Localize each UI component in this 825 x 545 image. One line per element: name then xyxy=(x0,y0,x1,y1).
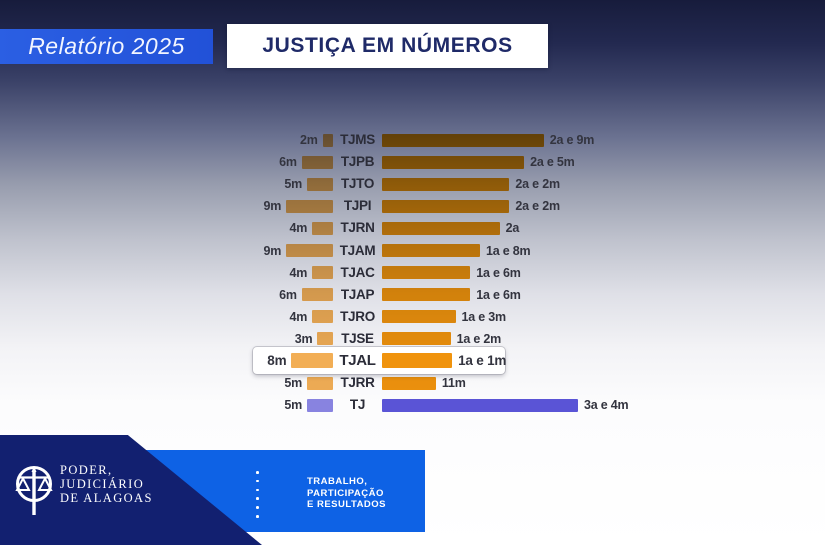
chart-row-tjap: 6m TJAP 1a e 6m xyxy=(0,284,825,306)
right-duration-label: 1a e 8m xyxy=(486,243,531,258)
court-code-label: TJAC xyxy=(340,264,375,280)
court-code-label: TJRN xyxy=(340,220,375,236)
report-label: Relatório 2025 xyxy=(28,33,185,59)
right-bar xyxy=(382,221,500,235)
chart-row-tj: 5m TJ 3a e 4m xyxy=(0,394,825,416)
chart-row-tjro: 4m TJRO 1a e 3m xyxy=(0,306,825,328)
left-duration-label: 9m xyxy=(263,199,282,214)
right-duration-label: 1a e 1m xyxy=(458,353,507,369)
right-duration-label: 1a e 3m xyxy=(461,309,507,324)
right-bar xyxy=(382,133,544,147)
right-bar xyxy=(382,353,453,369)
page-title-box: JUSTIÇA EM NÚMEROS xyxy=(227,24,548,68)
left-duration-label: 4m xyxy=(289,221,308,236)
right-duration-label: 2a e 5m xyxy=(530,155,575,170)
chart-row-tjrn: 4m TJRN 2a xyxy=(0,217,825,239)
left-bar xyxy=(312,266,333,280)
court-code-label: TJMS xyxy=(340,132,375,148)
justice-scales-logo xyxy=(15,466,53,515)
right-duration-label: 1a e 2m xyxy=(456,331,502,346)
chart-row-tjpb: 6m TJPB 2a e 5m xyxy=(0,151,825,173)
court-code-label: TJSE xyxy=(341,330,374,346)
right-bar xyxy=(382,244,480,258)
court-code-label: TJTO xyxy=(340,176,375,192)
court-code-label: TJRR xyxy=(340,375,375,391)
right-duration-label: 1a e 6m xyxy=(476,265,521,280)
right-bar xyxy=(382,199,510,213)
org-name-line: DE ALAGOAS xyxy=(60,490,153,505)
right-duration-label: 3a e 4m xyxy=(584,398,629,413)
right-bar xyxy=(382,288,471,302)
left-duration-label: 4m xyxy=(289,309,308,324)
left-duration-label: 8m xyxy=(267,353,287,369)
chart-row-tjms: 2m TJMS 2a e 9m xyxy=(0,129,825,151)
report-ribbon: Relatório 2025 xyxy=(0,29,213,64)
org-name-line: JUDICIÁRIO xyxy=(60,476,145,491)
chart-row-tjam: 9m TJAM 1a e 8m xyxy=(0,239,825,261)
left-bar xyxy=(317,332,333,346)
left-bar xyxy=(307,376,333,390)
right-bar xyxy=(382,266,471,280)
right-bar xyxy=(382,398,578,412)
court-code-label: TJPB xyxy=(340,154,375,170)
court-code-label: TJAP xyxy=(340,286,375,302)
left-bar xyxy=(312,221,333,235)
left-bar xyxy=(307,177,333,191)
slogan-line: PARTICIPAÇÃO xyxy=(307,487,384,499)
right-duration-label: 2a e 9m xyxy=(549,133,595,148)
left-bar xyxy=(307,398,333,412)
footer-slogan: TRABALHO, PARTICIPAÇÃO E RESULTADOS xyxy=(307,476,386,511)
chart-row-tjal: 8m TJAL 1a e 1m xyxy=(0,347,825,375)
left-duration-label: 6m xyxy=(279,155,297,170)
right-duration-label: 2a e 2m xyxy=(515,177,560,192)
chart-row-tjse: 3m TJSE 1a e 2m xyxy=(0,328,825,350)
right-bar xyxy=(382,310,456,324)
left-bar xyxy=(301,288,333,302)
page-title: JUSTIÇA EM NÚMEROS xyxy=(262,34,513,57)
right-duration-label: 1a e 6m xyxy=(476,287,521,302)
court-code-label: TJPI xyxy=(343,198,372,214)
left-duration-label: 2m xyxy=(299,133,318,148)
left-duration-label: 4m xyxy=(289,265,308,280)
court-code-label: TJAM xyxy=(339,242,376,258)
court-code-label: TJ xyxy=(349,397,366,413)
chart-row-tjac: 4m TJAC 1a e 6m xyxy=(0,262,825,284)
left-duration-label: 3m xyxy=(294,331,313,346)
org-name: PODER, JUDICIÁRIO DE ALAGOAS xyxy=(60,463,153,505)
right-bar xyxy=(382,332,451,346)
left-bar xyxy=(286,199,333,213)
right-duration-label: 2a e 2m xyxy=(515,199,560,214)
left-duration-label: 5m xyxy=(284,177,302,192)
right-bar xyxy=(382,155,525,169)
left-bar xyxy=(322,133,333,147)
left-bar xyxy=(291,353,333,369)
slogan-line: TRABALHO, xyxy=(307,476,368,487)
right-bar xyxy=(382,376,436,390)
chart-row-tjto: 5m TJTO 2a e 2m xyxy=(0,173,825,195)
case-duration-chart: 2m TJMS 2a e 9m 6m TJPB 2a e 5m 5m TJTO 2a e 2m 9… xyxy=(0,129,825,416)
left-duration-label: 6m xyxy=(279,287,297,302)
left-bar xyxy=(312,310,333,324)
chart-row-tjrr: 5m TJRR 11m xyxy=(0,372,825,394)
slogan-line: E RESULTADOS xyxy=(307,499,387,510)
left-duration-label: 5m xyxy=(284,376,302,391)
right-bar xyxy=(382,177,510,191)
court-code-label: TJAL xyxy=(339,351,376,369)
court-code-label: TJRO xyxy=(340,308,375,324)
org-name-line: PODER, xyxy=(60,463,113,477)
right-duration-label: 11m xyxy=(441,376,466,391)
chart-row-tjpi: 9m TJPI 2a e 2m xyxy=(0,195,825,217)
dotted-divider xyxy=(256,471,259,518)
left-duration-label: 5m xyxy=(284,398,302,413)
left-bar xyxy=(301,155,333,169)
right-duration-label: 2a xyxy=(505,221,520,236)
left-duration-label: 9m xyxy=(263,243,282,258)
left-bar xyxy=(286,244,333,258)
